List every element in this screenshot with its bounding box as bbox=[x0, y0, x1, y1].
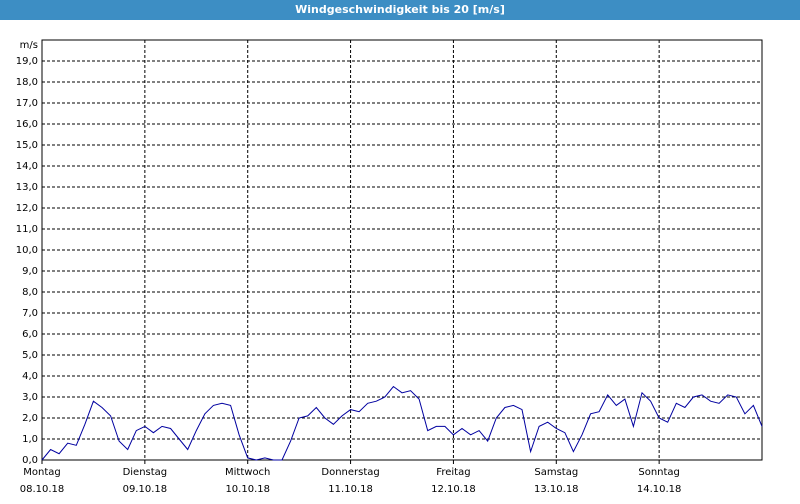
y-tick-label: 6,0 bbox=[22, 329, 38, 340]
y-tick-label: 0,0 bbox=[22, 455, 38, 466]
y-tick-label: 13,0 bbox=[16, 182, 38, 193]
y-tick-label: 16,0 bbox=[16, 119, 38, 130]
data-line bbox=[41, 385, 763, 461]
y-tick-label: 12,0 bbox=[16, 203, 38, 214]
x-tick-label: Mittwoch bbox=[225, 467, 270, 478]
y-tick-label: 5,0 bbox=[22, 350, 38, 361]
y-tick-label: 11,0 bbox=[16, 224, 38, 235]
y-tick-label: 15,0 bbox=[16, 140, 38, 151]
y-tick-label: 1,0 bbox=[22, 434, 38, 445]
x-tick-label: Sonntag bbox=[638, 467, 680, 478]
title-bar bbox=[0, 0, 800, 20]
y-tick-label: 2,0 bbox=[22, 413, 38, 424]
y-tick-label: 10,0 bbox=[16, 245, 38, 256]
y-tick-label: 14,0 bbox=[16, 161, 38, 172]
y-tick-label: 19,0 bbox=[16, 56, 38, 67]
x-date-label: 13.10.18 bbox=[534, 484, 579, 495]
x-tick-label: Dienstag bbox=[123, 467, 168, 478]
x-date-label: 10.10.18 bbox=[225, 484, 270, 495]
y-tick-label: 4,0 bbox=[22, 371, 38, 382]
x-date-label: 12.10.18 bbox=[431, 484, 476, 495]
y-tick-label: 9,0 bbox=[22, 266, 38, 277]
x-tick-label: Samstag bbox=[534, 467, 578, 478]
x-date-label: 14.10.18 bbox=[637, 484, 682, 495]
y-tick-label: 8,0 bbox=[22, 287, 38, 298]
x-tick-label: Freitag bbox=[436, 467, 470, 478]
y-tick-label: 7,0 bbox=[22, 308, 38, 319]
x-date-label: 08.10.18 bbox=[20, 484, 65, 495]
x-tick-label: Donnerstag bbox=[321, 467, 379, 478]
x-tick-label: Montag bbox=[23, 467, 60, 478]
y-tick-label: 17,0 bbox=[16, 98, 38, 109]
x-date-label: 09.10.18 bbox=[123, 484, 168, 495]
y-tick-label: 3,0 bbox=[22, 392, 38, 403]
chart-title: Windgeschwindigkeit bis 20 [m/s] bbox=[295, 3, 505, 16]
y-tick-label: 18,0 bbox=[16, 77, 38, 88]
x-date-label: 11.10.18 bbox=[328, 484, 373, 495]
y-unit: m/s bbox=[20, 40, 38, 51]
